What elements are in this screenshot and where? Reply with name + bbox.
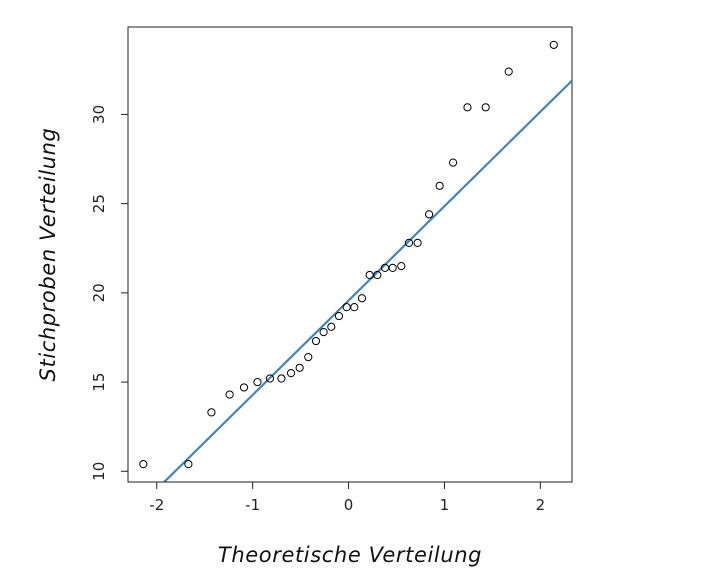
y-tick-label: 10 <box>90 462 108 481</box>
x-tick-label: 0 <box>344 496 354 514</box>
y-tick-label: 20 <box>90 283 108 302</box>
y-tick-label: 15 <box>90 373 108 392</box>
data-point <box>463 103 472 112</box>
data-point <box>304 352 313 362</box>
x-axis-title: Theoretische Verteilung <box>218 543 482 567</box>
data-point <box>184 460 193 469</box>
data-point <box>397 261 406 271</box>
data-point <box>207 408 216 417</box>
data-point <box>295 363 304 372</box>
data-point <box>504 67 513 76</box>
data-point <box>139 460 148 469</box>
data-point <box>481 103 490 112</box>
reference-line <box>162 79 572 482</box>
data-point <box>549 40 558 49</box>
data-point <box>311 336 321 346</box>
data-point <box>435 181 444 190</box>
plot-frame <box>127 26 573 483</box>
data-point <box>277 374 286 383</box>
data-point <box>334 311 344 321</box>
data-point <box>373 270 382 280</box>
data-point <box>239 383 249 392</box>
x-axis: -2 -1 0 1 2 <box>149 481 546 514</box>
x-tick-label: -2 <box>149 496 164 514</box>
data-point <box>448 158 458 167</box>
data-point <box>319 328 328 337</box>
x-tick-label: 1 <box>440 496 450 514</box>
y-axis-title: Stichproben Verteilung <box>36 128 60 382</box>
data-point <box>357 294 367 303</box>
x-tick-label: -1 <box>245 496 260 514</box>
data-point <box>388 263 397 272</box>
data-point <box>425 210 434 219</box>
data-point <box>342 303 351 312</box>
data-point <box>413 238 422 248</box>
data-point <box>265 374 275 383</box>
data-point <box>404 238 414 248</box>
data-point <box>225 390 234 399</box>
data-point <box>350 303 359 312</box>
data-point <box>365 270 374 280</box>
y-tick-label: 30 <box>90 105 108 124</box>
x-tick-label: 2 <box>536 496 546 514</box>
data-point <box>327 322 336 331</box>
y-tick-label: 25 <box>90 194 108 213</box>
data-point <box>253 377 262 387</box>
data-point <box>286 369 296 378</box>
y-axis: 10 15 20 25 30 <box>90 105 129 481</box>
